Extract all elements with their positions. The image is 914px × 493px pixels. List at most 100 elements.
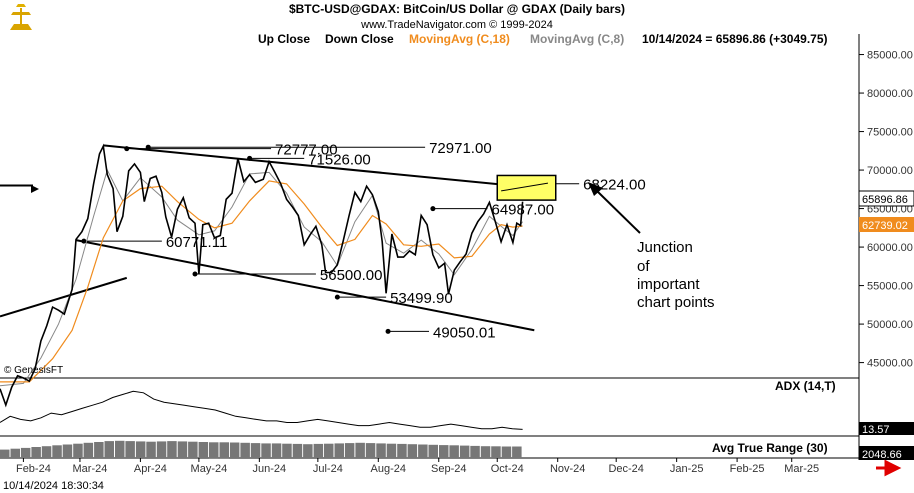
- atr-bar: [313, 443, 324, 458]
- atr-bar: [376, 443, 386, 458]
- date-tick-label: Feb-24: [16, 463, 51, 475]
- atr-bar: [470, 445, 480, 458]
- legend-down-close: Down Close: [325, 32, 394, 46]
- price-tick-label: 85000.00: [867, 50, 913, 62]
- adx-tag: 13.57: [859, 422, 914, 436]
- price-tick-label: 55000.00: [867, 281, 913, 293]
- ma18-label: 62739.02: [862, 220, 908, 232]
- atr-bar: [41, 446, 52, 458]
- date-tick-label: Oct-24: [491, 463, 524, 475]
- annotation-line-3: important: [637, 276, 700, 293]
- atr-bar: [344, 443, 355, 458]
- annotation-arrow: [588, 182, 641, 234]
- atr-bar: [292, 443, 303, 458]
- atr-histogram: [0, 440, 522, 459]
- atr-bar: [501, 446, 512, 458]
- adx-label: ADX (14,T): [775, 379, 836, 393]
- atr-bar: [250, 443, 261, 458]
- atr-bar: [104, 441, 114, 458]
- level-label: 72777.00: [275, 142, 338, 159]
- atr-label: Avg True Range (30): [712, 441, 828, 455]
- atr-bar: [459, 445, 470, 458]
- atr-bar: [94, 442, 104, 458]
- atr-bar: [167, 441, 177, 458]
- atr-bar: [303, 444, 313, 458]
- date-tick-label: Jan-25: [670, 463, 704, 475]
- atr-bar: [334, 443, 344, 458]
- atr-bar: [512, 446, 522, 458]
- atr-bar: [156, 441, 167, 458]
- adx-last-label: 13.57: [862, 424, 890, 436]
- atr-bar: [177, 441, 188, 458]
- date-tick-label: Jul-24: [313, 463, 343, 475]
- atr-bar: [407, 444, 418, 458]
- box-trend-segment: [501, 182, 549, 192]
- date-tick-label: Dec-24: [608, 463, 643, 475]
- quote: 10/14/2024 = 65896.86 (+3049.75): [642, 32, 828, 46]
- trendline: [75, 239, 535, 332]
- trendlines: [0, 144, 535, 332]
- atr-bar: [397, 443, 407, 458]
- legend-ma8: MovingAvg (C,8): [530, 32, 624, 46]
- atr-bar: [125, 441, 135, 458]
- atr-bar: [365, 443, 376, 458]
- close-price-line: [0, 143, 524, 408]
- adx-line: [0, 390, 523, 430]
- legend-up-close: Up Close: [258, 32, 310, 46]
- atr-bar: [439, 445, 449, 458]
- atr-bar: [480, 446, 491, 458]
- price-tick-label: 50000.00: [867, 319, 913, 331]
- timestamp: 10/14/2024 18:30:34: [3, 480, 104, 492]
- atr-bar: [73, 443, 83, 458]
- atr-bar: [135, 441, 146, 458]
- annotation-line-4: chart points: [637, 294, 715, 311]
- level-label: 72971.00: [429, 140, 492, 157]
- legend-ma18: MovingAvg (C,18): [409, 32, 510, 46]
- price-tick-label: 75000.00: [867, 127, 913, 139]
- annotation-line-2: of: [637, 258, 650, 275]
- watermark: © GenesisFT: [4, 365, 63, 376]
- left-marker-arrow: [31, 185, 39, 193]
- atr-bar: [0, 449, 10, 458]
- atr-bar: [115, 440, 125, 458]
- price-tick-label: 65000.00: [867, 204, 913, 216]
- date-tick-label: Aug-24: [371, 463, 406, 475]
- level-label: 64987.00: [492, 202, 555, 219]
- legend: Up Close Down Close MovingAvg (C,18) Mov…: [258, 32, 828, 46]
- price-axis: 85000.00 80000.00 75000.00 70000.00 65000.00…: [859, 50, 913, 370]
- date-tick-label: Feb-25: [730, 463, 765, 475]
- atr-bar: [324, 443, 334, 458]
- level-label: 53499.90: [390, 290, 453, 307]
- atr-bar: [386, 443, 397, 458]
- atr-tag: 2048.66: [859, 446, 914, 461]
- atr-bar: [229, 442, 240, 458]
- level-label: 56500.00: [320, 267, 383, 284]
- copyright: www.TradeNavigator.com © 1999-2024: [360, 19, 553, 31]
- atr-bar: [428, 444, 438, 458]
- last-price-tag: 65896.86: [858, 190, 914, 207]
- atr-bar: [188, 441, 198, 458]
- atr-bar: [240, 442, 250, 458]
- date-tick-label: Apr-24: [134, 463, 167, 475]
- atr-bar: [20, 447, 31, 458]
- date-tick-label: Mar-25: [784, 463, 819, 475]
- ma8-line: [0, 168, 524, 387]
- level-label: 71526.00: [308, 151, 371, 168]
- atr-bar: [491, 446, 501, 458]
- ma18-line: [0, 180, 523, 383]
- atr-last-label: 2048.66: [862, 449, 902, 461]
- junction-annotation: Junction of important chart points: [637, 239, 715, 311]
- scroll-right-arrow[interactable]: [872, 459, 912, 477]
- last-price-label: 65896.86: [862, 194, 908, 206]
- junction-highlight-box: [496, 174, 557, 201]
- atr-bar: [282, 443, 292, 458]
- price-tick-label: 45000.00: [867, 358, 913, 370]
- atr-bar: [146, 441, 156, 458]
- atr-bar: [418, 444, 428, 458]
- date-tick-label: Sep-24: [431, 463, 466, 475]
- chart-title: $BTC-USD@GDAX: BitCoin/US Dollar @ GDAX …: [289, 2, 625, 16]
- logo: [6, 3, 36, 33]
- atr-bar: [209, 442, 219, 459]
- atr-bar: [219, 442, 229, 459]
